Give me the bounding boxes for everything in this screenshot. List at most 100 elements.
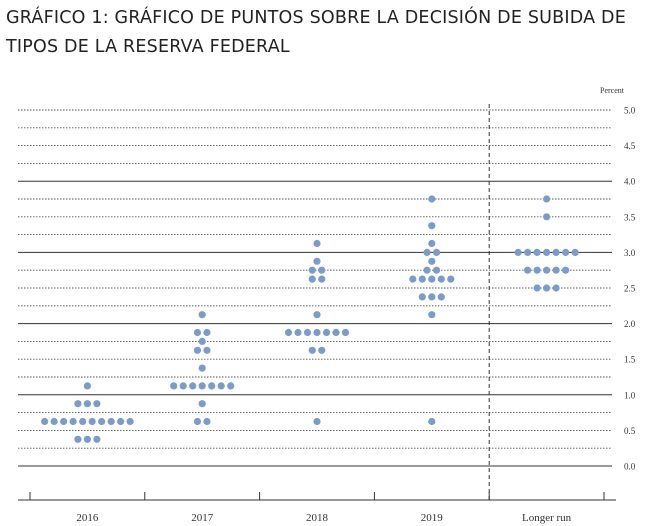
dot: [308, 275, 316, 283]
dot: [428, 293, 436, 301]
y-tick-label: 4.5: [624, 141, 636, 151]
dot: [428, 195, 436, 203]
dot: [93, 400, 101, 408]
y-tick-label: 3.0: [624, 248, 636, 258]
y-tick-label: 3.5: [624, 212, 636, 222]
dot: [41, 417, 49, 426]
dot: [193, 328, 202, 337]
dot: [69, 417, 77, 426]
dot: [533, 284, 541, 292]
dot: [524, 266, 532, 274]
dot: [208, 382, 216, 390]
dot: [303, 328, 312, 337]
dot: [432, 266, 441, 274]
dot: [79, 417, 87, 426]
x-tick-label: 2019: [421, 512, 444, 524]
dot: [107, 417, 115, 426]
dot: [203, 417, 211, 426]
dot: [98, 417, 106, 426]
dot: [562, 266, 570, 274]
dot: [198, 337, 206, 345]
y-tick-label: 0.0: [624, 462, 636, 472]
dot: [294, 328, 302, 337]
dot: [198, 400, 206, 408]
dot: [524, 248, 532, 256]
dot: [50, 417, 58, 426]
dot: [322, 328, 331, 337]
dot: [308, 346, 316, 354]
dot: [83, 435, 91, 443]
dot: [562, 248, 570, 256]
dot: [543, 195, 551, 203]
dot: [543, 266, 551, 274]
dot: [428, 222, 436, 230]
dot: [193, 346, 202, 354]
dot: [341, 328, 350, 337]
dot: [193, 417, 202, 426]
dot: [198, 382, 206, 390]
dot: [428, 311, 436, 319]
dot: [203, 328, 211, 337]
dot: [552, 284, 560, 292]
dot: [543, 213, 551, 221]
dot: [74, 400, 82, 408]
dot: [170, 382, 178, 390]
dot: [284, 328, 293, 337]
dot: [74, 435, 82, 443]
dot: [418, 275, 426, 283]
y-tick-label: 1.5: [624, 355, 636, 365]
dot: [93, 435, 101, 443]
dot: [332, 328, 340, 337]
dot: [83, 382, 91, 390]
y-tick-label: 2.0: [624, 319, 636, 329]
y-tick-label: 2.5: [624, 284, 636, 294]
dot: [217, 382, 225, 390]
dot: [198, 311, 206, 319]
dot: [313, 257, 321, 265]
dot: [437, 275, 445, 283]
dot: [198, 364, 206, 372]
dot: [318, 266, 326, 274]
dot: [117, 417, 125, 426]
x-tick-label: 2016: [76, 512, 99, 524]
dot: [552, 248, 560, 256]
dot: [227, 382, 235, 390]
dot: [432, 248, 441, 256]
dot: [313, 239, 321, 248]
y-unit: Percent: [600, 86, 625, 95]
dot: [126, 417, 134, 426]
dot: [514, 248, 522, 256]
dot: [60, 417, 68, 426]
dot: [313, 328, 321, 337]
dot: [83, 400, 91, 408]
y-tick-label: 4.0: [624, 177, 636, 187]
x-tick-label: 2018: [306, 512, 329, 524]
dot: [428, 417, 436, 426]
dot: [423, 266, 431, 274]
dot: [179, 382, 187, 390]
y-tick-label: 1.0: [624, 390, 636, 400]
dot: [447, 275, 455, 283]
dot: [318, 275, 326, 283]
y-tick-label: 0.5: [624, 426, 636, 436]
dot: [428, 257, 436, 265]
chart-title: GRÁFICO 1: GRÁFICO DE PUNTOS SOBRE LA DE…: [6, 8, 626, 57]
y-tick-label: 5.0: [624, 106, 636, 116]
dot: [552, 266, 560, 274]
dot: [428, 239, 436, 248]
dot: [203, 346, 211, 354]
x-tick-label: Longer run: [522, 512, 572, 524]
dot: [423, 248, 431, 256]
dot: [189, 382, 197, 390]
dot: [543, 248, 551, 256]
dot: [437, 293, 445, 301]
dot: [88, 417, 96, 426]
dot: [313, 311, 321, 319]
dot: [318, 346, 326, 354]
dot: [313, 417, 321, 426]
dot: [409, 275, 417, 283]
x-tick-label: 2017: [191, 512, 214, 524]
dot: [571, 248, 579, 256]
